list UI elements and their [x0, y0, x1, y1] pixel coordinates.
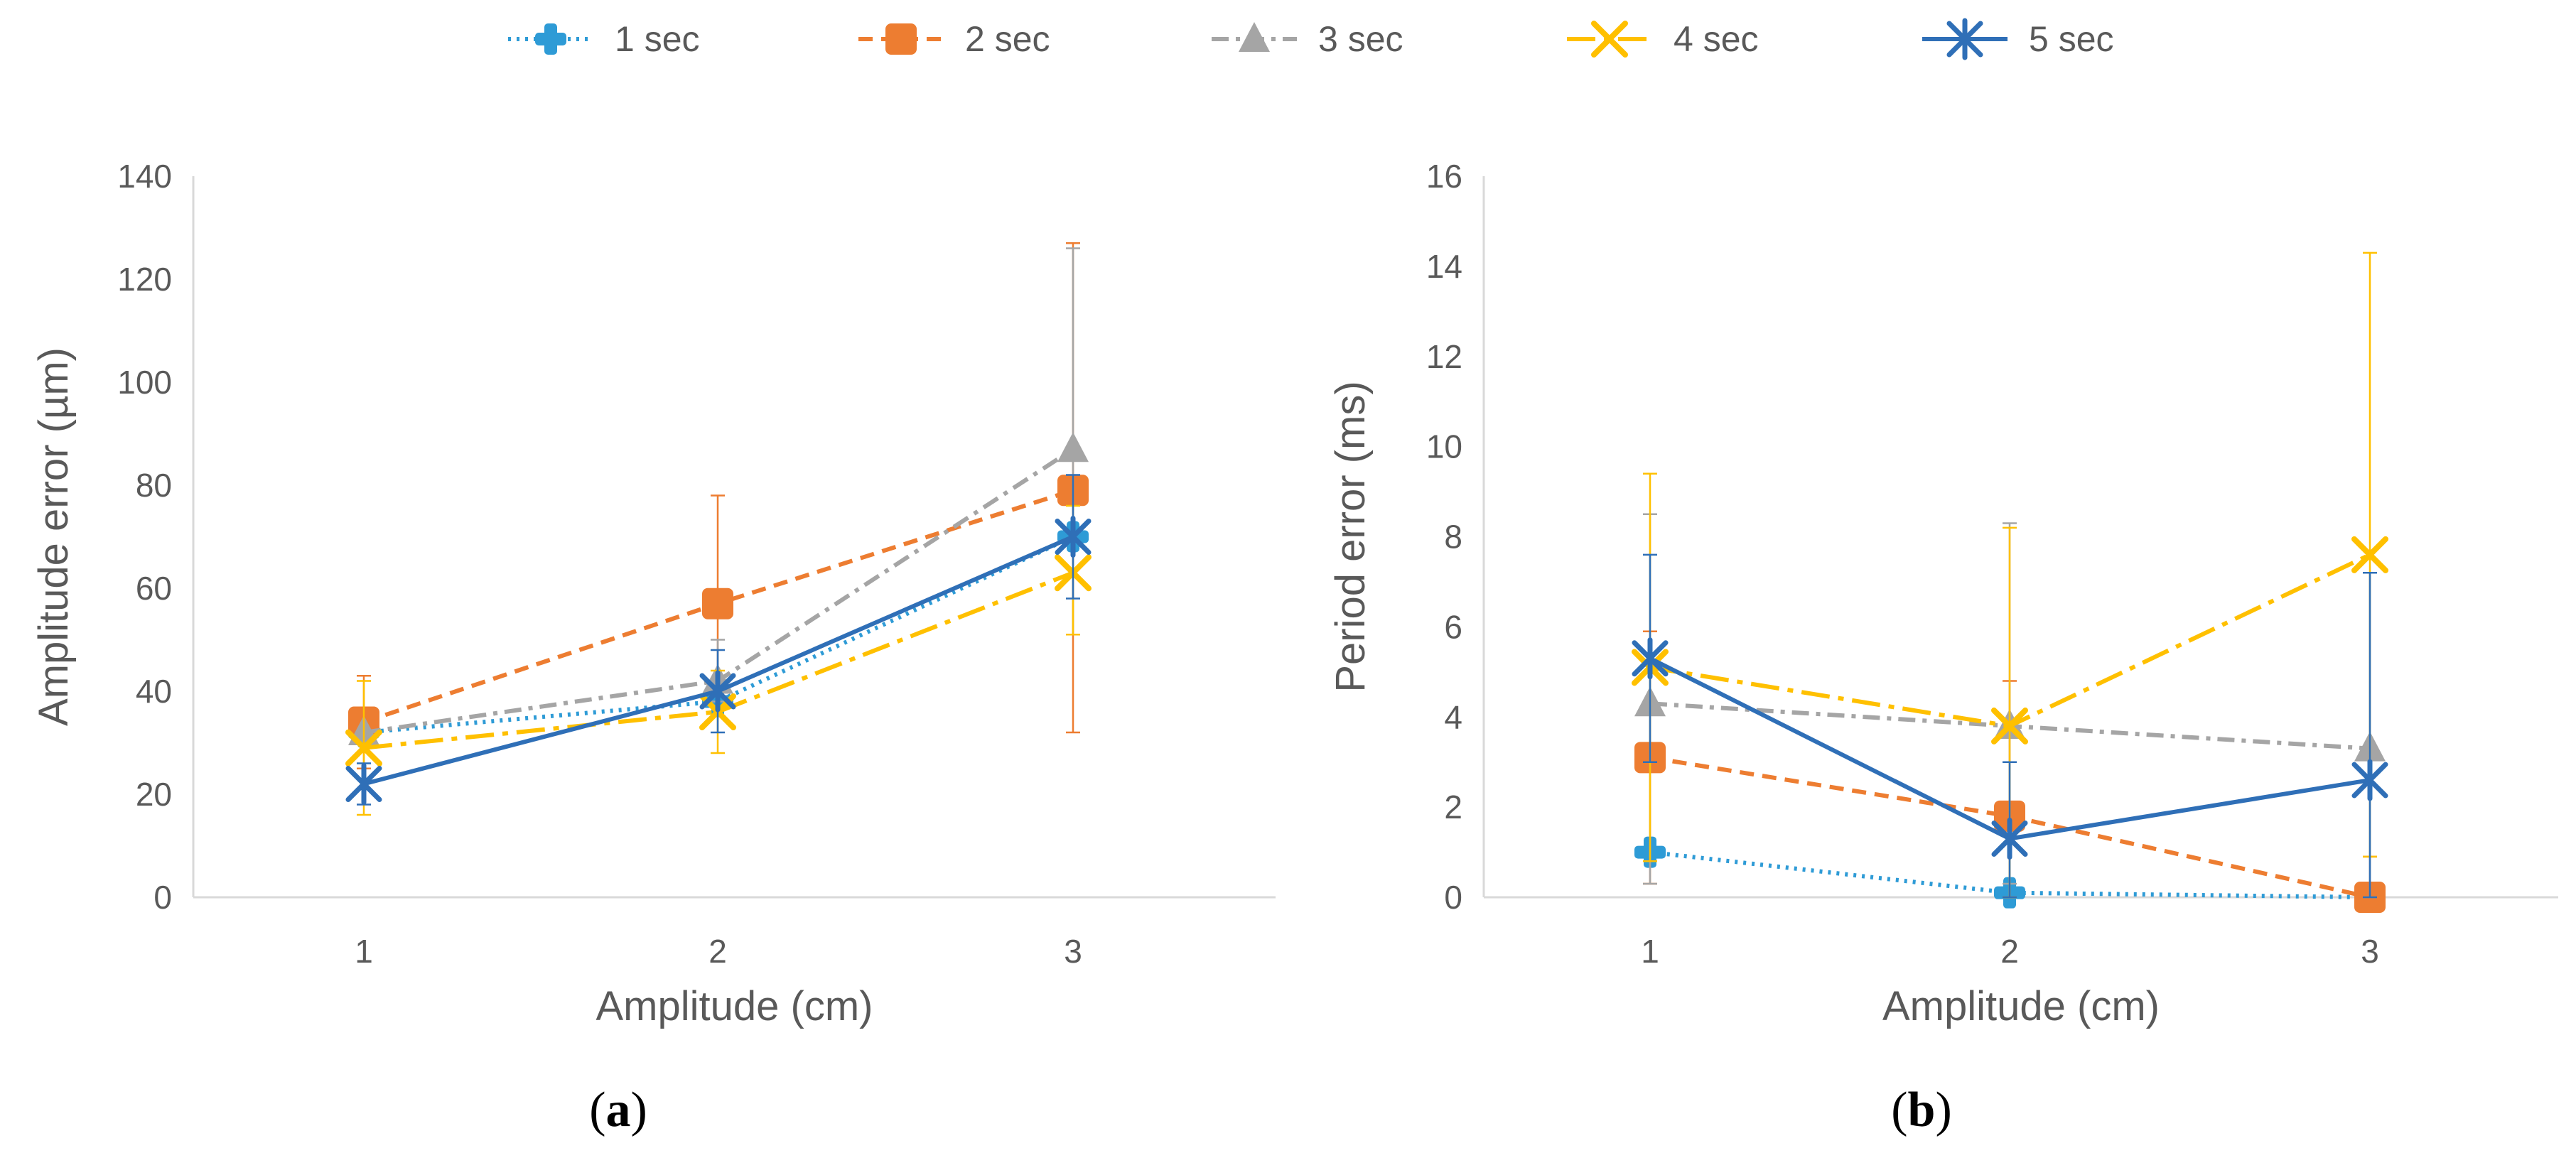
chart-panel-a: 0 20 40 60 80 100 120 140 1 2 3 Amplitude (cm) Ampli… [31, 158, 1276, 1137]
y-tick-label: 2 [1444, 789, 1462, 825]
panel-label: (a) [589, 1083, 647, 1137]
series-5-sec [1632, 553, 2388, 899]
triangle-icon [1239, 22, 1270, 52]
data-point [702, 588, 733, 619]
x-tick-label: 3 [1064, 933, 1082, 970]
data-point [1632, 637, 1669, 680]
legend-item-4-sec: 4 sec [1567, 19, 1759, 59]
series-line [1649, 850, 2371, 899]
legend-item-2-sec: 2 sec [858, 19, 1050, 59]
legend-label: 4 sec [1674, 19, 1759, 59]
y-tick-label: 80 [136, 467, 172, 504]
data-point [1991, 707, 2028, 745]
data-point [699, 670, 736, 713]
panel-label: (b) [1891, 1083, 1952, 1137]
legend-label: 3 sec [1318, 19, 1403, 59]
plus-icon [535, 23, 566, 55]
x-tick-label: 3 [2361, 933, 2379, 970]
y-tick-label: 14 [1426, 248, 1462, 285]
x-tick-label: 1 [355, 933, 373, 970]
legend-label: 2 sec [965, 19, 1050, 59]
legend-item-3-sec: 3 sec [1212, 19, 1403, 59]
legend-label: 1 sec [615, 19, 700, 59]
x-tick-label: 1 [1641, 933, 1659, 970]
y-tick-label: 10 [1426, 428, 1462, 465]
y-tick-label: 4 [1444, 698, 1462, 735]
x-axis-title: Amplitude (cm) [1882, 983, 2160, 1029]
legend-item-1-sec: 1 sec [508, 19, 700, 59]
data-point [1057, 432, 1089, 462]
data-point [1055, 516, 1092, 558]
asterisk-icon [1946, 18, 1983, 60]
y-tick-label: 0 [1444, 879, 1462, 916]
series-5-sec [345, 474, 1092, 806]
x-tick-label: 2 [708, 933, 727, 970]
y-tick-label: 120 [117, 261, 172, 298]
y-tick-label: 6 [1444, 608, 1462, 645]
y-tick-label: 16 [1426, 158, 1462, 195]
y-tick-label: 60 [136, 570, 172, 607]
data-point [345, 729, 382, 767]
x-axis-title: Amplitude (cm) [596, 983, 873, 1029]
panel-letter: a [606, 1083, 631, 1137]
series-line [363, 534, 1074, 735]
y-tick-label: 40 [136, 673, 172, 710]
y-tick-label: 140 [117, 158, 172, 195]
x-tick-label: 2 [2000, 933, 2019, 970]
error-bar [2363, 572, 2377, 899]
legend-item-5-sec: 5 sec [1922, 18, 2114, 60]
y-axis-title: Amplitude error (µm) [31, 347, 77, 726]
legend: 1 sec 2 sec 3 sec 4 sec 5 sec [508, 18, 2114, 60]
square-icon [885, 23, 917, 55]
data-point [345, 763, 382, 805]
data-point [1991, 818, 2028, 860]
y-tick-label: 8 [1444, 519, 1462, 556]
data-point [2351, 536, 2388, 573]
x-icon [1591, 21, 1628, 58]
data-point [2351, 759, 2388, 801]
series-line [363, 570, 1074, 750]
y-axis-title: Period error (ms) [1327, 381, 1374, 692]
panel-letter: b [1908, 1083, 1936, 1137]
y-tick-label: 20 [136, 776, 172, 813]
y-tick-label: 0 [153, 879, 172, 916]
legend-label: 5 sec [2029, 19, 2114, 59]
y-tick-label: 12 [1426, 338, 1462, 375]
y-tick-label: 100 [117, 364, 172, 401]
